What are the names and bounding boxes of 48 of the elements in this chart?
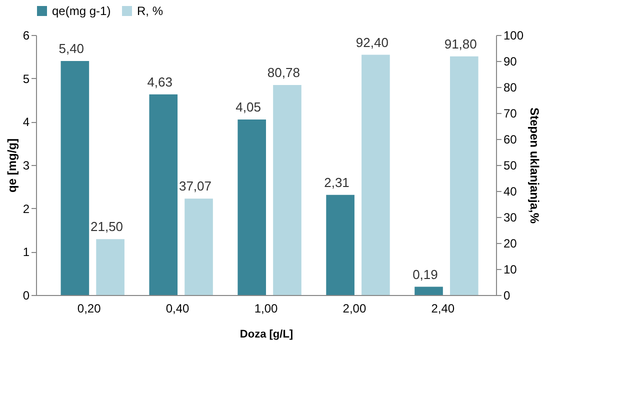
y-tick-label: 4 [22, 115, 30, 130]
bar [184, 198, 213, 295]
data-label: 21,50 [90, 219, 124, 234]
y2-tick-label: 30 [504, 210, 518, 224]
data-label: 0,19 [412, 266, 438, 282]
y2-tick-label: 100 [504, 28, 524, 42]
data-label: 91,80 [444, 36, 477, 52]
y-tick-label: 6 [22, 28, 30, 42]
y2-tick-label: 90 [504, 54, 518, 68]
y2-axis-title: Stepen uklanjanja,% [528, 107, 542, 224]
y-tick-label: 3 [22, 158, 30, 172]
data-label: 80,78 [267, 64, 300, 80]
bar [96, 239, 124, 295]
y2-tick-label: 0 [504, 288, 510, 302]
x-tick-label: 2,00 [342, 302, 366, 316]
y-tick-label: 5 [22, 72, 30, 86]
bar [450, 56, 478, 295]
data-label: 92,40 [356, 34, 388, 50]
data-label: 2,31 [324, 174, 350, 190]
y-tick-label: 1 [22, 245, 30, 260]
bar [326, 194, 354, 295]
y2-tick-label: 50 [504, 158, 518, 172]
x-tick-label: 0,20 [77, 302, 102, 316]
x-axis-title: Doza [g/L] [240, 328, 294, 340]
y2-tick-label: 60 [504, 132, 518, 146]
bar [238, 120, 266, 295]
y2-tick-label: 10 [504, 262, 518, 276]
y2-tick-label: 70 [504, 106, 518, 120]
y2-tick-label: 20 [504, 236, 518, 250]
y-tick-label: 0 [22, 288, 30, 302]
bar [362, 54, 390, 295]
x-tick-label: 0,40 [166, 302, 190, 316]
bar [60, 61, 90, 295]
y-axis-title: qe [mg/g] [4, 138, 19, 192]
y2-tick-label: 40 [504, 184, 518, 198]
y-tick-label: 2 [22, 202, 30, 216]
bar [414, 286, 443, 295]
data-label: 5,40 [58, 41, 84, 56]
x-tick-label: 2,40 [431, 302, 455, 316]
bar [273, 84, 302, 295]
data-label: 37,07 [178, 178, 212, 194]
legend-label: R, % [137, 4, 164, 18]
legend-label: qe(mg g-1) [52, 4, 111, 18]
x-tick-label: 1,00 [254, 302, 278, 316]
data-label: 4,05 [236, 100, 261, 114]
bar [149, 94, 178, 295]
y2-tick-label: 80 [504, 80, 518, 94]
data-label: 4,63 [147, 74, 172, 90]
